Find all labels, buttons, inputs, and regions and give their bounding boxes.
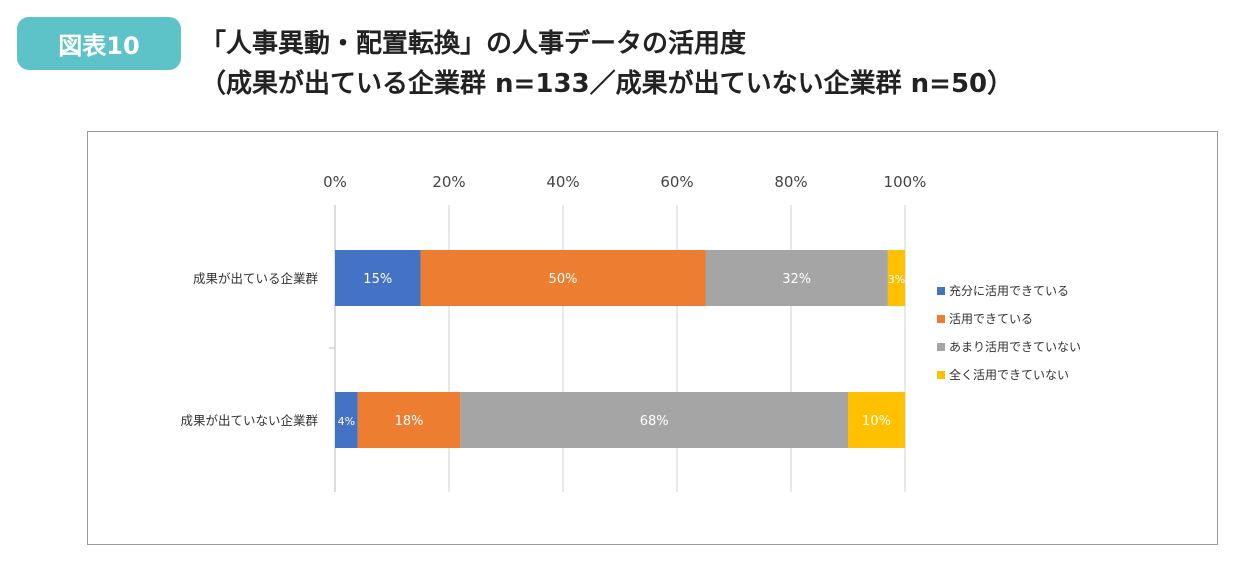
- bar-segment: [705, 250, 888, 306]
- title-line-2: （成果が出ている企業群 n=133／成果が出ていない企業群 n=50）: [200, 69, 1014, 99]
- legend-label: 全く活用できていない: [949, 367, 1069, 382]
- legend-swatch: [937, 371, 945, 379]
- x-tick-label: 100%: [884, 173, 927, 191]
- data-label: 32%: [782, 272, 811, 287]
- legend-label: あまり活用できていない: [949, 340, 1081, 354]
- bar-segment: [887, 250, 905, 306]
- data-label: 4%: [338, 415, 355, 428]
- bar-segment: [420, 250, 706, 306]
- bar-segment: [848, 392, 905, 448]
- legend-swatch: [937, 315, 945, 323]
- chart-title: 「人事異動・配置転換」の人事データの活用度 （成果が出ている企業群 n=133／…: [200, 24, 1013, 104]
- bar-segment: [335, 250, 421, 306]
- data-label: 3%: [888, 273, 905, 286]
- legend-swatch: [937, 343, 945, 351]
- data-label: 68%: [640, 414, 669, 429]
- data-label: 10%: [862, 414, 891, 429]
- chart-frame: [87, 131, 1218, 545]
- title-line-1: 「人事異動・配置転換」の人事データの活用度: [200, 29, 747, 59]
- legend-swatch: [937, 287, 945, 295]
- figure-badge: 図表10: [17, 17, 181, 70]
- x-tick-label: 60%: [660, 173, 693, 191]
- data-label: 15%: [363, 272, 392, 287]
- bar-segment: [357, 392, 461, 448]
- x-tick-label: 80%: [774, 173, 807, 191]
- bar-segment: [460, 392, 848, 448]
- legend-label: 充分に活用できている: [949, 283, 1069, 298]
- data-label: 50%: [549, 272, 578, 287]
- category-label: 成果が出ている企業群: [193, 271, 319, 286]
- x-tick-label: 0%: [323, 173, 347, 191]
- data-label: 18%: [395, 414, 424, 429]
- category-label: 成果が出ていない企業群: [180, 413, 318, 428]
- x-tick-label: 20%: [432, 173, 465, 191]
- legend-label: 活用できている: [949, 312, 1033, 326]
- x-tick-label: 40%: [546, 173, 579, 191]
- bar-segment: [335, 392, 358, 448]
